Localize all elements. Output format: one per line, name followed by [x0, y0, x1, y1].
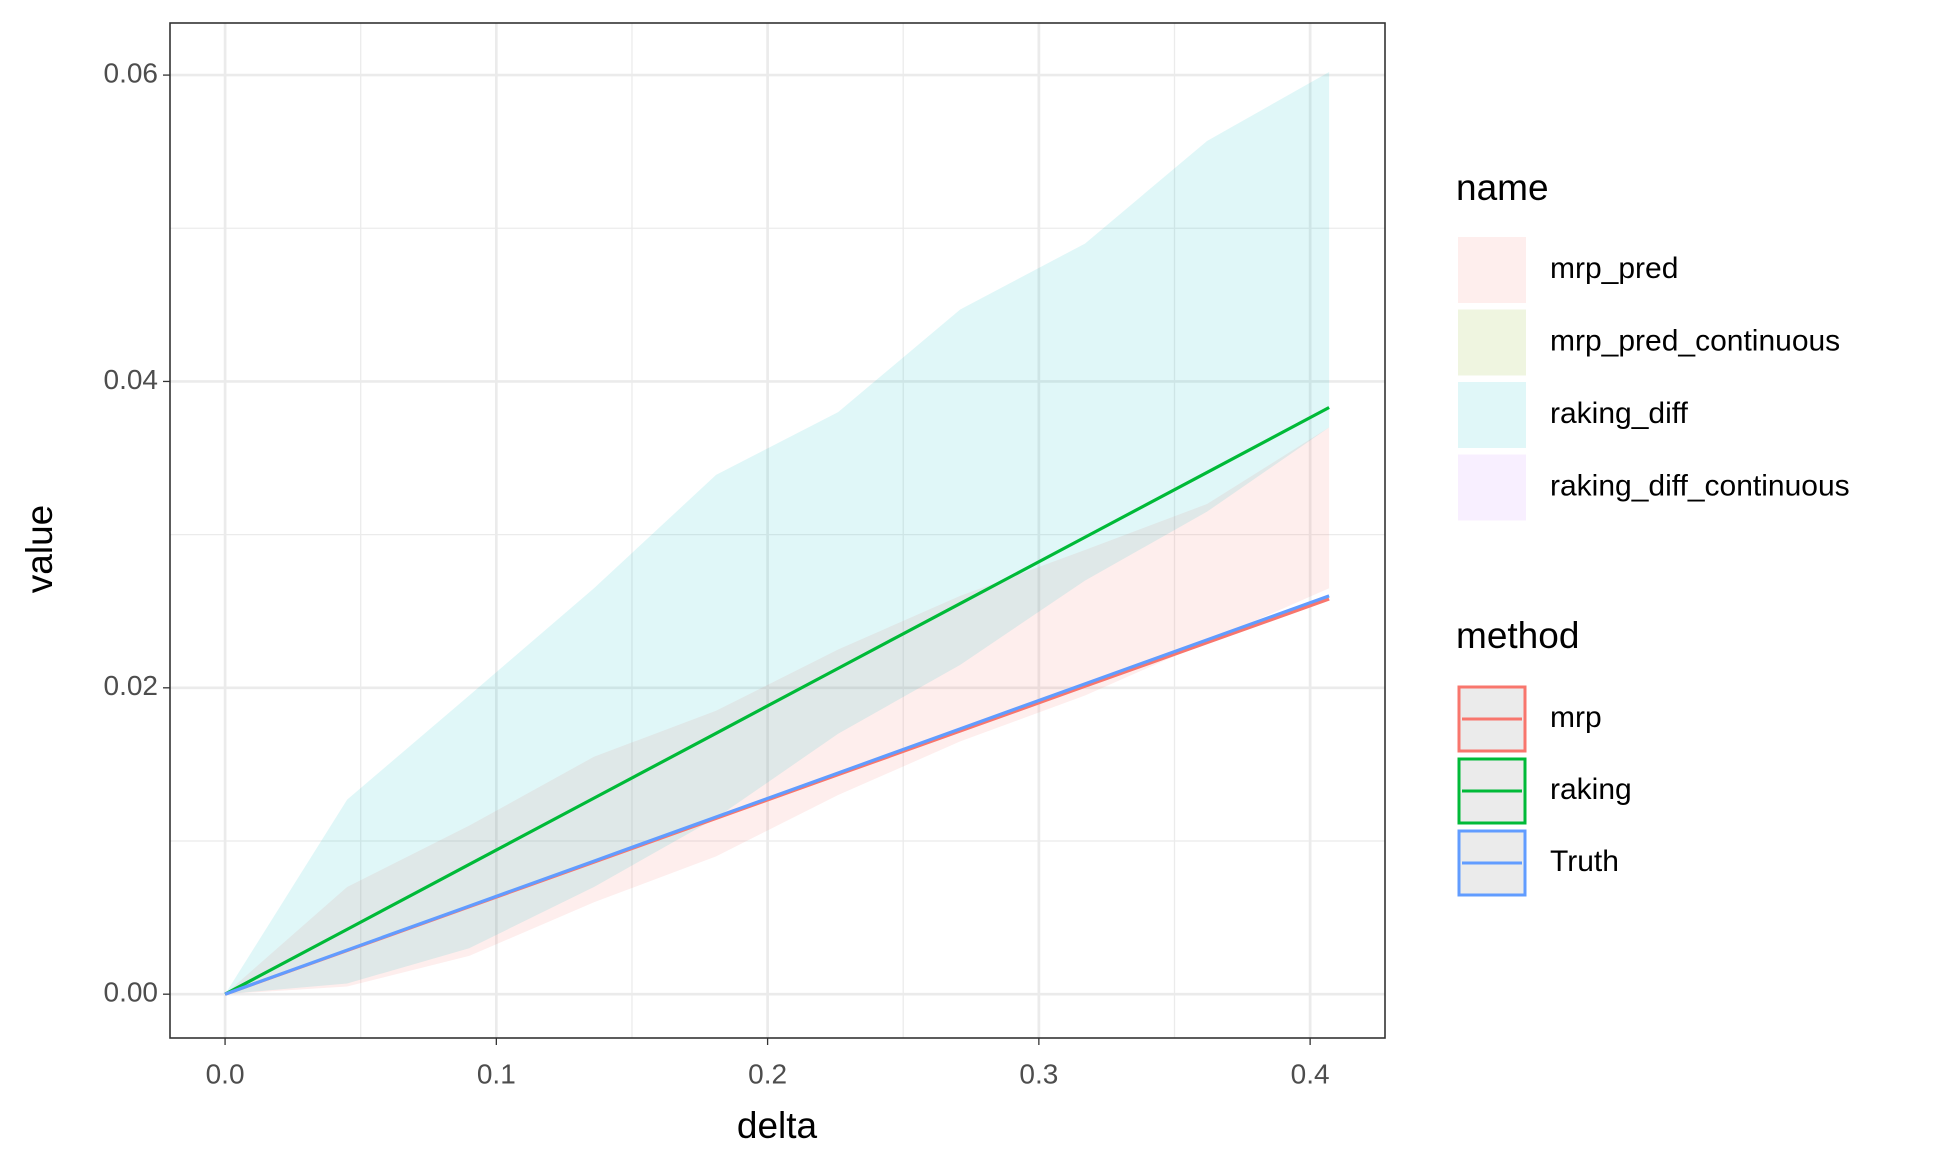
line	[224, 594, 1330, 996]
y-tick-label: 0.04	[104, 364, 159, 395]
legend-label: mrp_pred	[1550, 252, 1678, 285]
line	[224, 406, 1330, 996]
legend-title: name	[1456, 167, 1549, 208]
legend-label: raking_diff	[1550, 397, 1689, 430]
x-tick-label: 0.2	[748, 1058, 787, 1089]
ribbon	[225, 72, 1330, 995]
legend-key	[1458, 237, 1526, 303]
ribbon	[225, 427, 1330, 995]
legend-label: raking	[1550, 773, 1632, 806]
legend-label: mrp_pred_continuous	[1550, 324, 1840, 357]
legend-key	[1458, 454, 1526, 521]
y-axis-title: value	[19, 505, 60, 593]
x-axis-title: delta	[737, 1105, 818, 1146]
x-tick-label: 0.3	[1019, 1058, 1058, 1089]
legend-title: method	[1456, 615, 1579, 656]
panel-border	[169, 22, 1386, 1039]
x-tick-label: 0.1	[477, 1058, 516, 1089]
panel	[170, 23, 1385, 1038]
legend-label: Truth	[1550, 845, 1619, 878]
y-tick-label: 0.06	[104, 57, 159, 88]
x-tick-label: 0.0	[206, 1058, 245, 1089]
legend-key	[1458, 309, 1526, 376]
legend-label: mrp	[1550, 701, 1602, 734]
legend-key	[1458, 382, 1526, 448]
y-tick-label: 0.02	[104, 670, 159, 701]
legend-label: raking_diff_continuous	[1550, 469, 1850, 502]
y-tick-label: 0.00	[104, 977, 159, 1008]
x-tick-label: 0.4	[1291, 1058, 1330, 1089]
